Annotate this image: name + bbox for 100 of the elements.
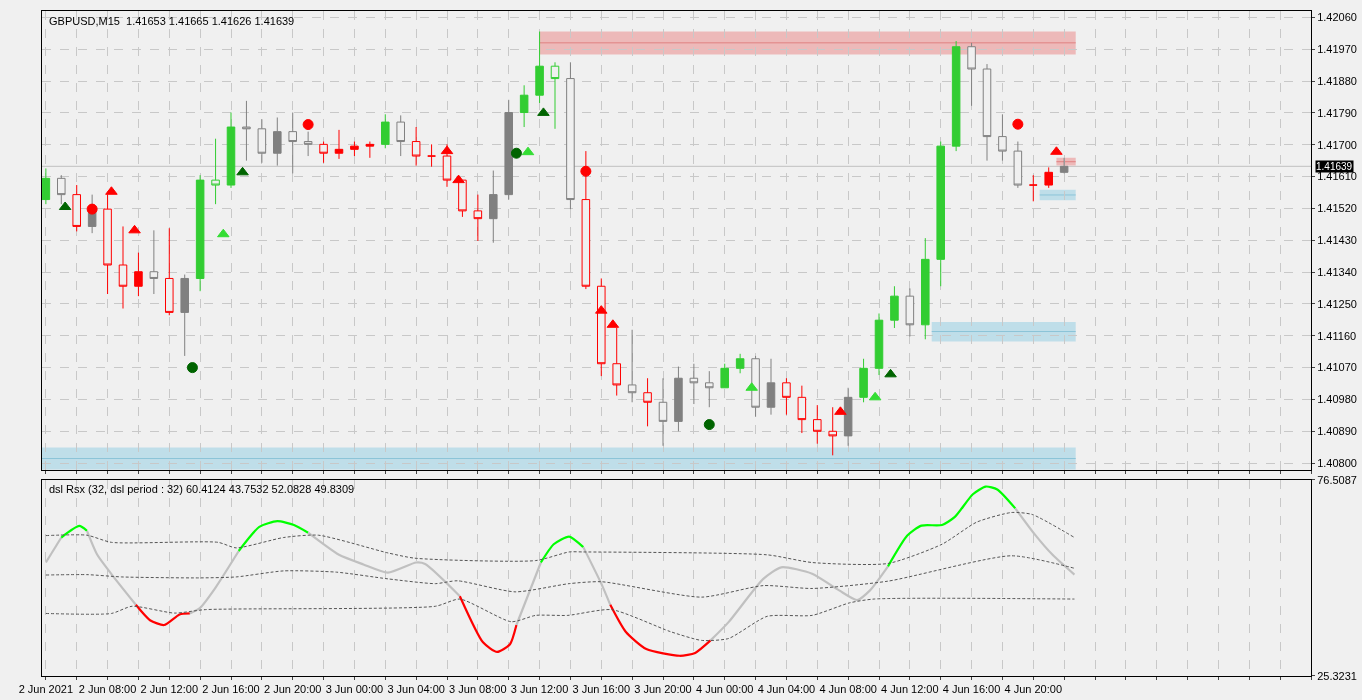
y-tick-label: 1.40980	[1317, 393, 1357, 406]
candlestick	[319, 141, 328, 164]
candlestick	[489, 170, 498, 244]
candlestick	[936, 141, 945, 287]
candlestick	[381, 113, 390, 149]
candlestick	[72, 184, 81, 232]
candlestick	[1029, 174, 1038, 202]
x-tick-label: 4 Jun 08:00	[819, 683, 877, 696]
candlestick	[643, 377, 652, 427]
point	[302, 119, 314, 131]
candlestick	[674, 366, 683, 432]
y-tick-label: 1.40890	[1317, 425, 1357, 438]
x-tick-label: 4 Jun 04:00	[757, 683, 816, 696]
candlestick	[427, 143, 436, 168]
candlestick	[689, 363, 699, 405]
line-series	[609, 603, 712, 657]
candlestick	[566, 61, 575, 210]
candlestick	[705, 370, 714, 408]
x-tick-label: 2 Jun 2021	[18, 683, 74, 696]
candlestick	[720, 363, 729, 389]
candlestick	[57, 174, 66, 205]
x-tick-label: 3 Jun 16:00	[572, 683, 631, 696]
candlestick	[42, 167, 51, 205]
x-tick-label: 3 Jun 00:00	[325, 683, 384, 696]
candlestick	[1059, 157, 1069, 174]
candlestick	[921, 237, 930, 340]
candlestick	[813, 404, 822, 445]
line-series	[134, 603, 191, 627]
x-tick-label: 4 Jun 20:00	[1004, 683, 1063, 696]
candlestick	[951, 40, 961, 152]
x-tick-label: 2 Jun 12:00	[140, 683, 199, 696]
candlestick	[211, 138, 220, 205]
candlestick	[473, 194, 483, 242]
candlestick	[905, 287, 915, 337]
candlestick	[149, 229, 159, 295]
candlestick	[365, 141, 375, 159]
candlestick	[535, 31, 544, 104]
x-tick-label: 3 Jun 20:00	[634, 683, 692, 696]
candlestick	[195, 174, 205, 292]
y-tick-label: 1.41250	[1317, 297, 1357, 310]
y-tick-label: 1.40800	[1317, 456, 1357, 469]
candlestick	[242, 100, 251, 162]
line-series	[886, 485, 1017, 568]
y-tick-label: 1.41790	[1317, 106, 1357, 119]
candlestick	[874, 312, 884, 376]
line-series	[45, 555, 1075, 598]
ref-line-label: 1.41639	[1316, 161, 1353, 172]
candlestick	[519, 84, 529, 128]
x-tick-label: 4 Jun 00:00	[695, 683, 754, 696]
candlestick	[843, 387, 853, 447]
y-tick-label: 1.41340	[1317, 265, 1357, 278]
candlestick	[1013, 141, 1023, 189]
point	[884, 368, 897, 378]
candlestick	[257, 118, 267, 164]
point	[510, 147, 522, 159]
y-tick-label: 25.3231	[1317, 669, 1357, 682]
x-tick-label: 4 Jun 16:00	[942, 683, 1001, 696]
x-tick-label: 3 Jun 04:00	[387, 683, 445, 696]
y-tick-label: 1.41700	[1317, 138, 1357, 151]
candlestick	[797, 385, 807, 434]
candlestick	[751, 355, 760, 418]
point	[868, 391, 882, 401]
candlestick	[226, 112, 236, 189]
point	[217, 228, 230, 238]
x-tick-label: 4 Jun 12:00	[881, 683, 939, 696]
candlestick	[334, 129, 344, 160]
candlestick	[396, 114, 405, 157]
candlestick	[581, 150, 591, 290]
x-tick-label: 3 Jun 08:00	[449, 683, 507, 696]
candlestick	[735, 353, 745, 374]
point	[128, 224, 141, 234]
point	[1012, 118, 1024, 130]
candlestick	[303, 131, 313, 157]
line-series	[45, 597, 1075, 642]
candlestick	[442, 143, 452, 188]
point	[452, 174, 465, 184]
point	[703, 419, 715, 431]
candlestick	[288, 112, 297, 174]
point	[521, 146, 535, 156]
candlestick	[627, 329, 637, 403]
candlestick	[134, 252, 143, 297]
x-tick-label: 2 Jun 20:00	[263, 683, 322, 696]
point	[86, 203, 98, 215]
candlestick	[1044, 166, 1053, 189]
x-tick-label: 3 Jun 12:00	[510, 683, 569, 696]
candlestick	[890, 285, 899, 329]
candlestick	[118, 225, 128, 310]
line-series	[237, 520, 310, 553]
candlestick	[982, 63, 992, 162]
point	[236, 166, 249, 176]
chart-title: GBPUSD,M15 1.41653 1.41665 1.41626 1.41639	[49, 15, 295, 27]
candlestick	[504, 99, 513, 201]
candlestick	[411, 126, 421, 167]
x-tick-label: 2 Jun 16:00	[202, 683, 260, 696]
y-tick-label: 76.5087	[1317, 473, 1357, 486]
candlestick	[350, 141, 359, 157]
y-tick-label: 1.41160	[1317, 329, 1357, 342]
x-tick-label: 2 Jun 08:00	[78, 683, 137, 696]
y-tick-label: 1.41430	[1317, 234, 1357, 247]
y-tick-label: 1.41070	[1317, 361, 1357, 374]
